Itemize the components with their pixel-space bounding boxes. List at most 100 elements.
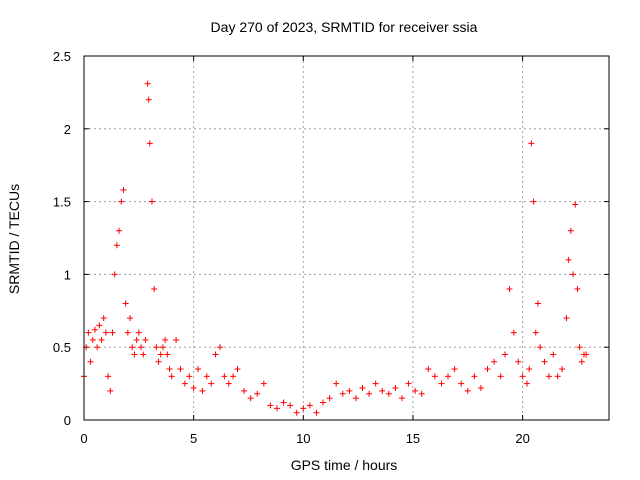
x-tick-label: 20 [515,431,529,446]
data-point [153,344,160,351]
y-tick-label: 1.5 [53,195,71,210]
data-point [168,373,175,380]
data-point [166,366,173,373]
data-point [186,373,193,380]
data-point [105,373,112,380]
data-point [135,329,142,336]
data-point [273,405,280,412]
data-points [81,80,590,416]
data-point [145,96,152,103]
data-point [107,387,114,394]
data-point [164,351,171,358]
data-point [138,344,145,351]
data-point [300,405,307,412]
data-point [100,315,107,322]
data-point [87,358,94,365]
data-point [254,390,261,397]
data-point [333,380,340,387]
data-point [320,399,327,406]
data-point [418,390,425,397]
data-point [497,373,504,380]
data-point [372,380,379,387]
x-tick-label: 5 [190,431,197,446]
y-tick-label: 2 [64,122,71,137]
data-point [565,256,572,263]
data-point [574,285,581,292]
data-point [98,336,105,343]
data-point [313,409,320,416]
data-point [85,329,92,336]
data-point [405,380,412,387]
data-point [398,395,405,402]
data-point [477,384,484,391]
data-point [142,336,149,343]
data-point [181,380,188,387]
data-point [515,358,522,365]
data-point [199,387,206,394]
data-point [293,409,300,416]
data-point [339,390,346,397]
data-point [109,329,116,336]
data-point [102,329,109,336]
data-point [287,402,294,409]
data-point [532,329,539,336]
data-point [425,366,432,373]
data-point [190,384,197,391]
data-point [359,384,366,391]
data-point [572,201,579,208]
data-point [563,315,570,322]
data-point [120,186,127,193]
data-point [177,366,184,373]
data-point [260,380,267,387]
data-point [583,351,590,358]
data-point [146,140,153,147]
data-point [118,198,125,205]
data-point [94,344,101,351]
data-point [502,351,509,358]
grid-lines [84,56,609,420]
data-point [438,380,445,387]
data-point [530,198,537,205]
data-point [484,366,491,373]
data-point [216,344,223,351]
data-point [451,366,458,373]
x-tick-label: 10 [296,431,310,446]
data-point [203,373,210,380]
data-point [412,387,419,394]
data-point [234,366,241,373]
data-point [576,344,583,351]
data-point [346,387,353,394]
data-point [96,322,103,329]
data-point [379,387,386,394]
data-point [366,390,373,397]
data-point [510,329,517,336]
y-tick-label: 2.5 [53,49,71,64]
data-point [526,366,533,373]
data-point [89,336,96,343]
data-point [570,271,577,278]
axis-ticks: 0 5 10 15 20 0 0.5 1 1.5 2 2.5 [53,49,609,446]
data-point [306,402,313,409]
data-point [578,358,585,365]
data-point [491,358,498,365]
data-point [534,300,541,307]
data-point [352,395,359,402]
data-point [148,198,155,205]
data-point [519,373,526,380]
data-point [225,380,232,387]
data-point [247,395,254,402]
data-point [385,390,392,397]
data-point [537,344,544,351]
data-point [554,373,561,380]
data-point [116,227,123,234]
data-point [280,399,287,406]
y-tick-label: 0.5 [53,340,71,355]
data-point [157,351,164,358]
data-point [506,285,513,292]
y-axis-label: SRMTID / TECUs [6,184,22,294]
data-point [230,373,237,380]
data-point [159,344,166,351]
data-point [173,336,180,343]
data-point [140,351,147,358]
